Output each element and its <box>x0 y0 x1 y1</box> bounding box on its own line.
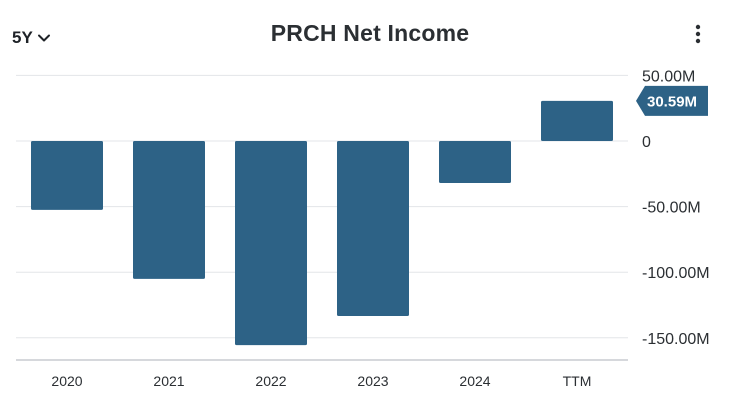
y-tick-label: -50.00M <box>642 200 701 217</box>
y-tick-label: -100.00M <box>642 265 710 282</box>
bar-2021[interactable] <box>133 141 205 279</box>
bar-2024[interactable] <box>439 141 511 183</box>
chevron-down-icon <box>37 34 50 42</box>
y-tick-label: -150.00M <box>642 331 710 348</box>
x-tick-label: 2022 <box>255 373 286 389</box>
bar-ttm[interactable] <box>541 100 613 141</box>
more-options-button[interactable] <box>686 22 710 46</box>
x-tick-label: 2020 <box>51 373 82 389</box>
x-tick-label: TTM <box>563 373 592 389</box>
x-tick-label: 2024 <box>459 373 490 389</box>
period-selector[interactable]: 5Y <box>12 26 51 50</box>
chart-title: PRCH Net Income <box>270 20 470 46</box>
period-label: 5Y <box>12 28 33 47</box>
last-value-tag <box>636 85 708 116</box>
y-tick-label: 50.00M <box>642 68 695 85</box>
bar-2022[interactable] <box>235 141 307 346</box>
x-tick-label: 2021 <box>153 373 184 389</box>
y-tick-label: 0 <box>642 134 651 151</box>
more-vertical-icon <box>695 24 701 44</box>
bar-2020[interactable] <box>31 141 103 210</box>
last-value-label: 30.59M <box>647 93 697 110</box>
chart-header: 5Y PRCH Net Income <box>0 0 740 70</box>
x-tick-label: 2023 <box>357 373 388 389</box>
bar-2023[interactable] <box>337 141 409 317</box>
